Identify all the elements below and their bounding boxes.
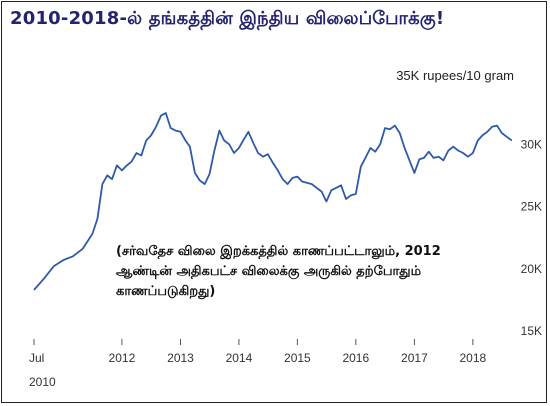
note-line: (சர்வதேச விலை இறக்கத்தில் காணப்பட்டாலும்… — [116, 244, 441, 259]
x-tick-label: Jul 2010 — [29, 351, 56, 389]
unit-label: 35K rupees/10 gram — [396, 68, 514, 83]
x-tick-label: 2013 — [167, 351, 194, 365]
price-series-line — [33, 112, 513, 291]
y-tick-label: 30K — [521, 137, 542, 151]
x-tick-label: 2012 — [109, 351, 136, 365]
x-tick-label: 2017 — [401, 351, 428, 365]
note-line: காணப்படுகிறது) — [116, 284, 216, 299]
note-line: ஆண்டின் அதிகபட்ச விலைக்கு அருகில் தற்போத… — [116, 264, 422, 279]
y-tick-label: 15K — [521, 324, 542, 338]
x-axis-ticks: Jul 2010 2012 2013 2014 2015 2016 2017 2018 — [29, 339, 487, 389]
annotation-note: (சர்வதேச விலை இறக்கத்தில் காணப்பட்டாலும்… — [116, 242, 516, 302]
x-tick-label: 2014 — [226, 351, 253, 365]
y-axis-ticks: 30K 25K 20K 15K — [521, 137, 542, 338]
chart-title: 2010-2018-ல் தங்கத்தின் இந்திய விலைப்போக… — [10, 8, 445, 29]
x-tick-label: 2018 — [460, 351, 487, 365]
x-tick-label: 2016 — [342, 351, 369, 365]
y-tick-label: 25K — [521, 200, 542, 214]
x-tick-label: 2015 — [284, 351, 311, 365]
y-tick-label: 20K — [521, 262, 542, 276]
